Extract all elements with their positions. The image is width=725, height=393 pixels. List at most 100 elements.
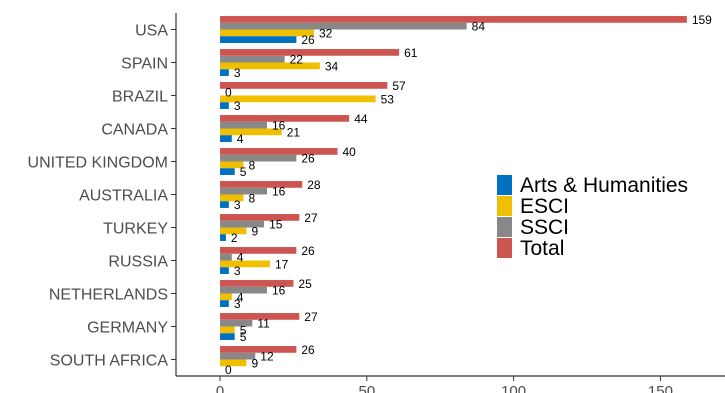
- bar-arts-humanities-brazil: [220, 102, 229, 109]
- category-label: SPAIN: [121, 56, 168, 73]
- value-label: 27: [304, 310, 318, 324]
- bar-esci-australia: [220, 194, 244, 202]
- category-label: USA: [135, 23, 168, 40]
- category-label: TURKEY: [103, 221, 168, 238]
- bar-arts-humanities-australia: [220, 201, 229, 208]
- y-axis: USA SPAIN BRAZIL CANADA UNITED KINGDOM AUSTRA…: [28, 13, 177, 376]
- bar-total-turkey: [220, 214, 300, 221]
- bar-ssci-netherlands: [220, 286, 268, 294]
- bar-esci-united-kingdom: [220, 161, 244, 169]
- value-label: 32: [319, 26, 333, 40]
- bar-arts-humanities-germany: [220, 333, 235, 340]
- bar-ssci-south-africa: [220, 352, 256, 360]
- value-label: 16: [272, 119, 286, 133]
- bar-esci-spain: [220, 62, 320, 70]
- bar-esci-russia: [220, 260, 270, 268]
- value-label: 15: [269, 218, 283, 232]
- value-label: 40: [342, 145, 356, 159]
- value-label: 4: [237, 132, 244, 146]
- value-label: 3: [234, 198, 241, 212]
- bars-layer: [220, 16, 687, 367]
- legend-label: Arts & Humanities: [520, 174, 688, 197]
- value-label: 16: [272, 284, 286, 298]
- value-label: 4: [237, 251, 244, 265]
- bar-total-netherlands: [220, 280, 294, 287]
- value-label: 27: [304, 211, 318, 225]
- bar-ssci-australia: [220, 187, 268, 195]
- bar-arts-humanities-netherlands: [220, 300, 229, 307]
- category-label: AUSTRALIA: [79, 188, 168, 205]
- bar-esci-usa: [220, 29, 314, 37]
- legend-swatch: [497, 175, 512, 195]
- value-label: 8: [249, 191, 256, 205]
- bar-esci-germany: [220, 326, 235, 334]
- bar-ssci-germany: [220, 319, 253, 327]
- bar-arts-humanities-usa: [220, 36, 297, 43]
- value-label: 26: [301, 244, 315, 258]
- category-label: RUSSIA: [108, 254, 168, 271]
- bar-esci-south-africa: [220, 359, 247, 367]
- bar-ssci-united-kingdom: [220, 154, 297, 162]
- category-label: SOUTH AFRICA: [50, 353, 169, 370]
- bar-ssci-spain: [220, 55, 285, 63]
- value-label: 9: [251, 224, 258, 238]
- bar-arts-humanities-turkey: [220, 234, 226, 241]
- bar-esci-canada: [220, 128, 282, 136]
- value-label: 3: [234, 66, 241, 80]
- bar-esci-brazil: [220, 95, 376, 103]
- bar-ssci-russia: [220, 253, 232, 261]
- bar-ssci-turkey: [220, 220, 265, 228]
- bar-arts-humanities-russia: [220, 267, 229, 274]
- value-label: 11: [257, 317, 270, 331]
- value-label: 61: [404, 46, 418, 60]
- value-label: 28: [307, 178, 321, 192]
- legend-swatch: [497, 238, 512, 258]
- value-label: 53: [381, 92, 395, 106]
- category-label: CANADA: [101, 122, 168, 139]
- value-label: 0: [225, 86, 232, 100]
- value-label: 8: [249, 158, 256, 172]
- bar-total-canada: [220, 115, 350, 122]
- value-label: 44: [354, 112, 368, 126]
- category-label: UNITED KINGDOM: [28, 155, 168, 172]
- bar-total-united-kingdom: [220, 148, 338, 155]
- value-label: 3: [234, 264, 241, 278]
- x-tick-label: 50: [358, 383, 375, 393]
- legend-label: Total: [520, 237, 564, 260]
- value-label: 5: [240, 165, 247, 179]
- value-label: 9: [251, 356, 258, 370]
- value-label: 25: [298, 277, 312, 291]
- value-label: 22: [290, 53, 304, 67]
- x-axis: 0 50 100 150: [176, 375, 725, 393]
- value-label: 21: [287, 125, 301, 139]
- category-label: NETHERLANDS: [49, 287, 168, 304]
- x-tick-label: 150: [648, 383, 673, 393]
- bar-esci-netherlands: [220, 293, 232, 301]
- value-label: 3: [234, 99, 241, 113]
- legend-label: SSCI: [520, 216, 569, 239]
- value-label: 0: [225, 363, 232, 377]
- legend-swatch: [497, 217, 512, 237]
- value-label: 5: [240, 330, 247, 344]
- bar-total-usa: [220, 16, 687, 23]
- bar-ssci-usa: [220, 22, 467, 30]
- legend-swatch: [497, 196, 512, 216]
- value-label: 159: [692, 13, 712, 27]
- bar-total-australia: [220, 181, 303, 188]
- value-label: 84: [472, 20, 486, 34]
- value-label: 34: [325, 59, 339, 73]
- category-label: BRAZIL: [112, 89, 168, 106]
- value-label: 3: [234, 297, 241, 311]
- value-label: 17: [275, 257, 289, 271]
- category-label: GERMANY: [87, 320, 168, 337]
- x-tick-label: 0: [216, 383, 224, 393]
- bar-arts-humanities-spain: [220, 69, 229, 76]
- bar-ssci-canada: [220, 121, 268, 129]
- value-label: 4: [237, 290, 244, 304]
- bar-total-spain: [220, 49, 400, 56]
- value-label: 5: [240, 323, 247, 337]
- value-label: 57: [392, 79, 406, 93]
